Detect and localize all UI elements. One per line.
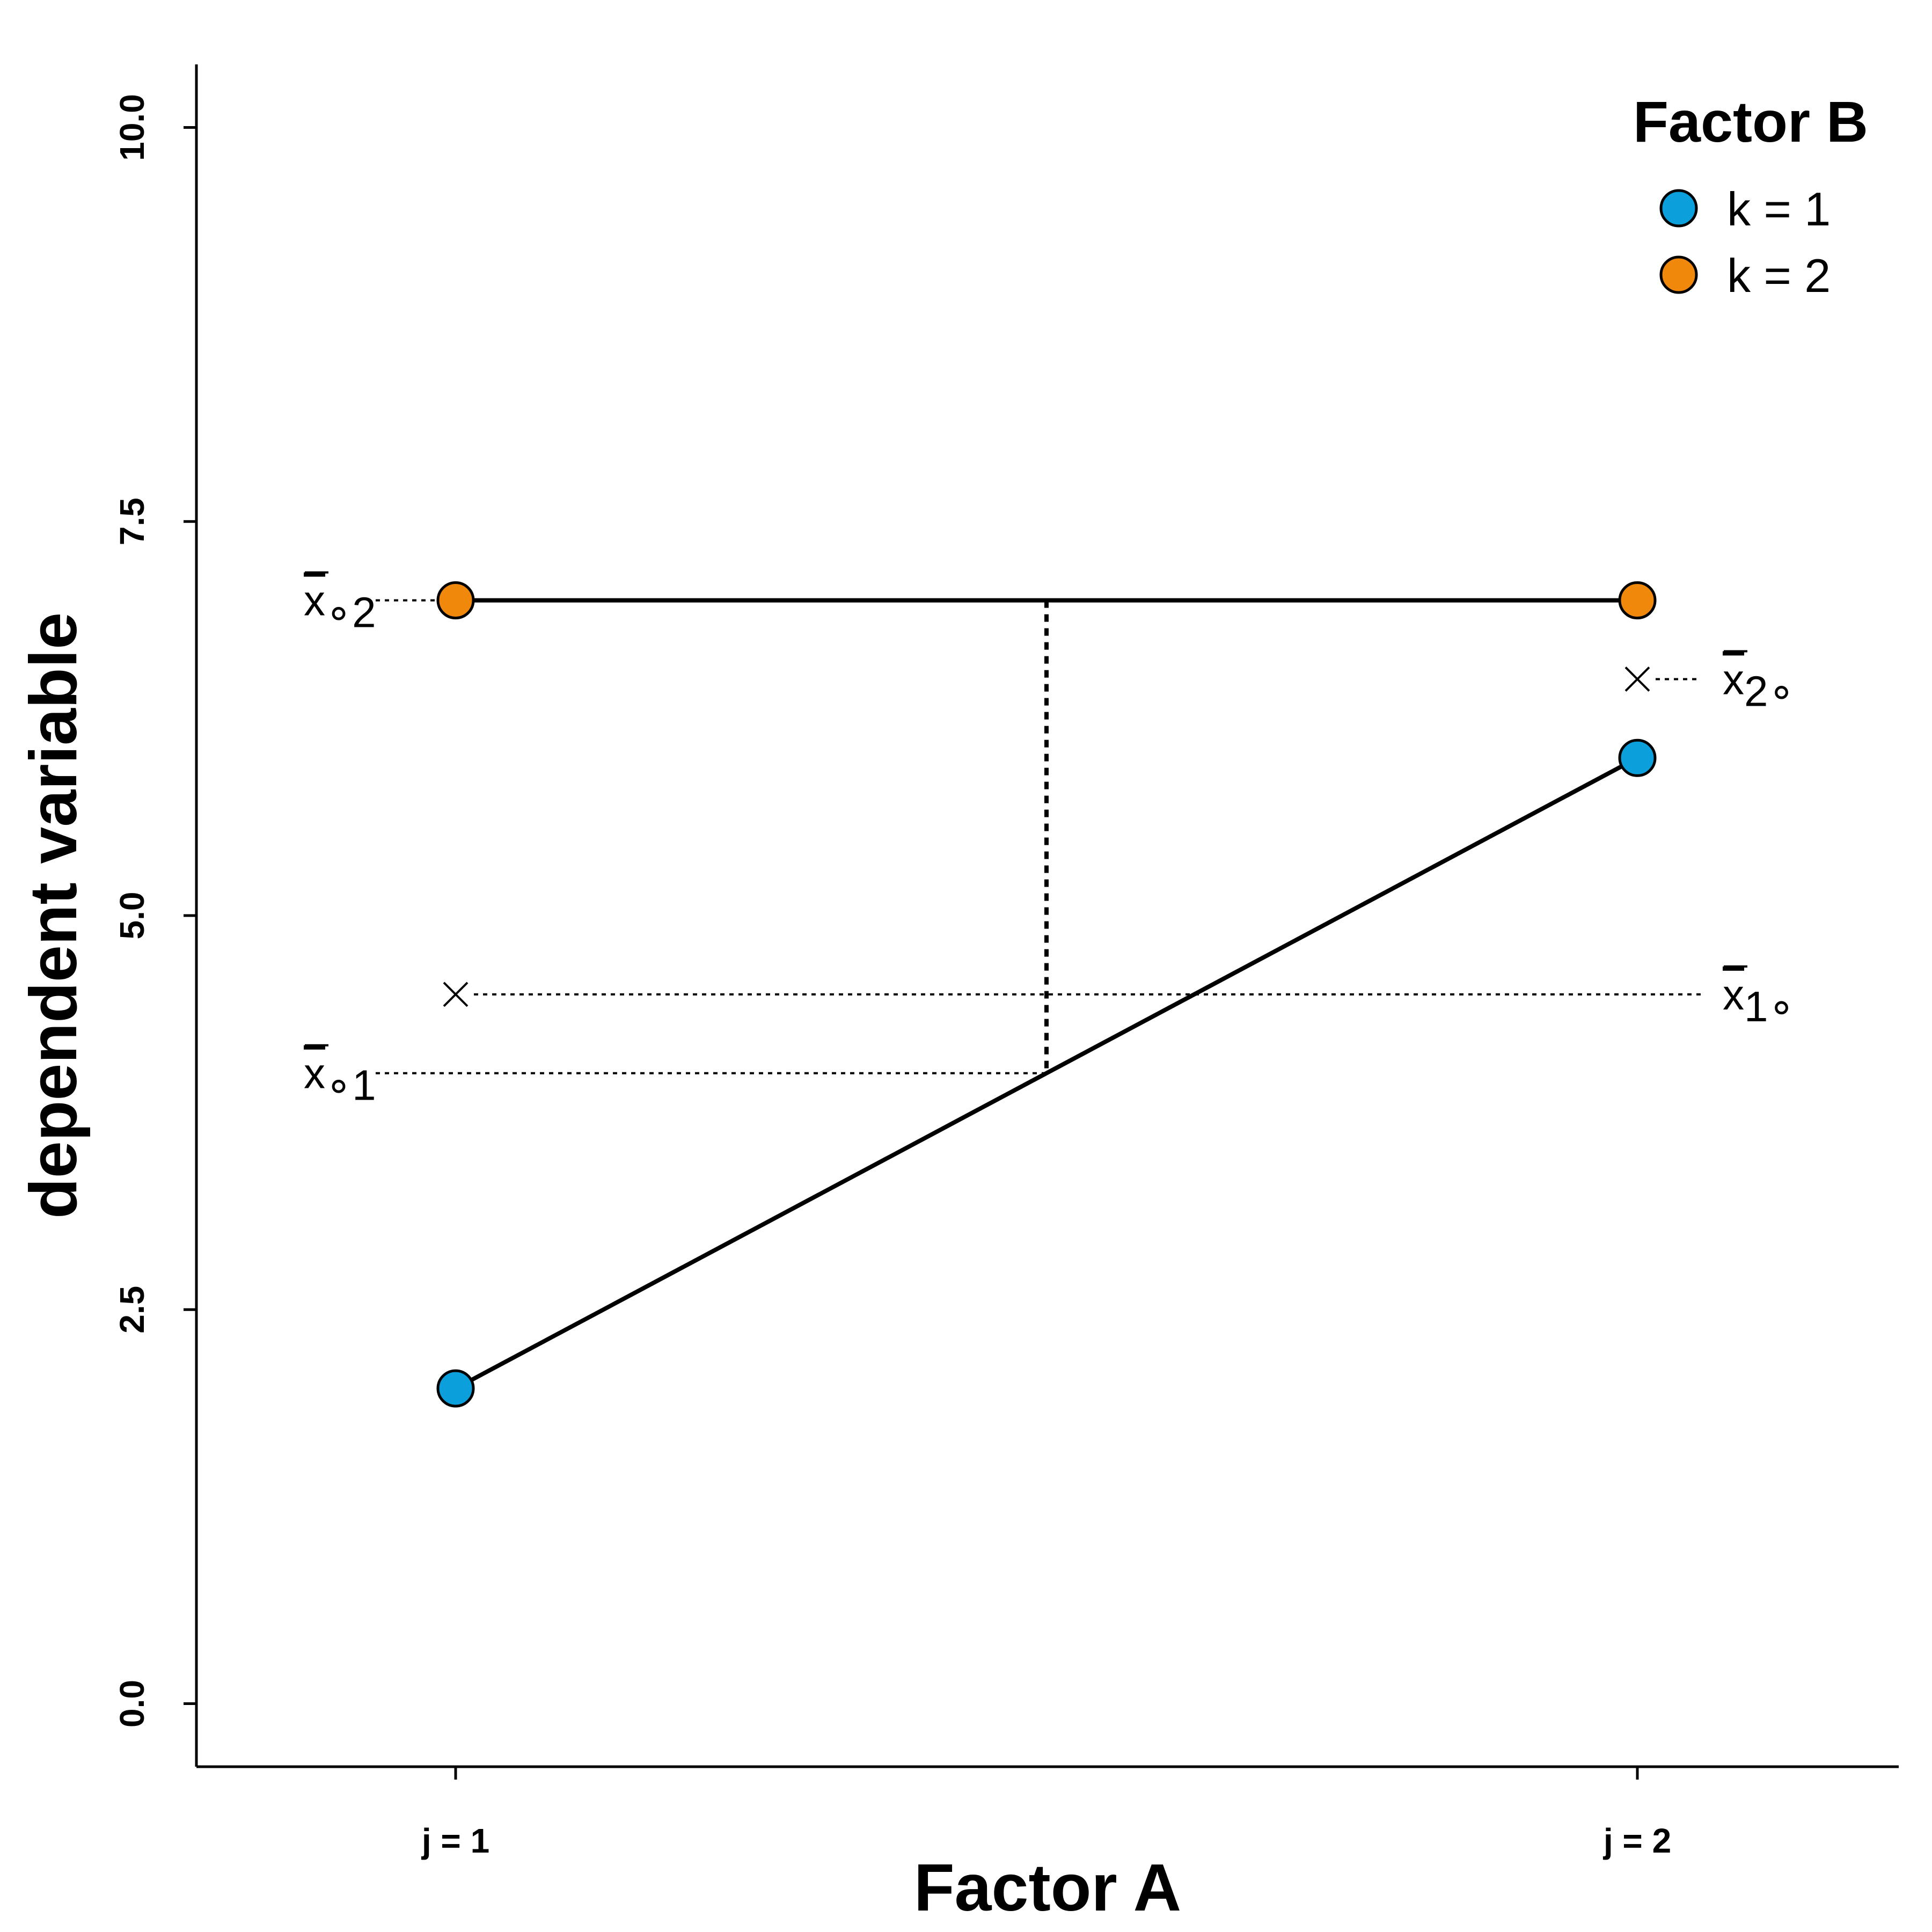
legend-label: k = 2 [1727, 249, 1831, 302]
data-point-k2 [436, 581, 475, 620]
mean-symbol: x [304, 1050, 325, 1097]
mean-cross-marker [443, 982, 469, 1007]
mean-subscript: ∘2 [325, 589, 376, 636]
legend-marker [1659, 189, 1698, 228]
mean-symbol: x [1723, 971, 1744, 1019]
legend: Factor B k = 1 k = 2 [1633, 89, 1868, 302]
factor-b-mean-label-text: x∘2 [304, 577, 376, 636]
series-points [436, 581, 1657, 1408]
y-tick-label: 0.0 [113, 1680, 151, 1728]
mean-subscript: 2∘ [1744, 667, 1795, 715]
factor-a-mean-label-text: x2∘ [1723, 655, 1795, 715]
x-axis-title: Factor A [914, 1851, 1181, 1925]
axes: 0.0 2.5 5.0 7.5 10.0 j = 1 j = 2 [113, 64, 1899, 1860]
y-tick-label: 5.0 [113, 892, 151, 940]
x-tick-label: j = 1 [421, 1821, 489, 1860]
factor-b-mean-label: x∘2 [304, 577, 376, 636]
data-point-k1 [1618, 738, 1657, 777]
factor-b-mean-label-text: x∘1 [304, 1050, 376, 1109]
mean-cross-marker [1624, 667, 1650, 692]
y-tick-label: 7.5 [113, 497, 151, 545]
series-lines [455, 598, 1638, 1391]
legend-title: Factor B [1633, 89, 1868, 154]
mean-guides: x∘1x∘2x1∘x2∘ [304, 571, 1795, 1109]
series-line-1 [455, 756, 1638, 1391]
axis-titles: Factor A dependent variable [17, 612, 1181, 1925]
legend-label: k = 1 [1727, 182, 1831, 236]
mean-subscript: ∘1 [325, 1062, 376, 1109]
factor-b-mean-label: x∘1 [304, 1050, 376, 1109]
mean-symbol: x [304, 577, 325, 625]
y-tick-label: 2.5 [113, 1286, 151, 1334]
y-tick-label: 10.0 [113, 94, 151, 161]
factor-a-mean-label: x1∘ [1723, 971, 1795, 1030]
data-point-k2 [1618, 581, 1657, 620]
data-point-k1 [436, 1369, 475, 1408]
legend-marker [1659, 255, 1698, 294]
x-tick-label: j = 2 [1603, 1821, 1671, 1860]
factor-a-mean-label: x2∘ [1723, 655, 1795, 715]
y-axis-title: dependent variable [17, 612, 91, 1219]
mean-subscript: 1∘ [1744, 983, 1795, 1030]
factor-a-mean-label-text: x1∘ [1723, 971, 1795, 1030]
mean-symbol: x [1723, 655, 1744, 703]
